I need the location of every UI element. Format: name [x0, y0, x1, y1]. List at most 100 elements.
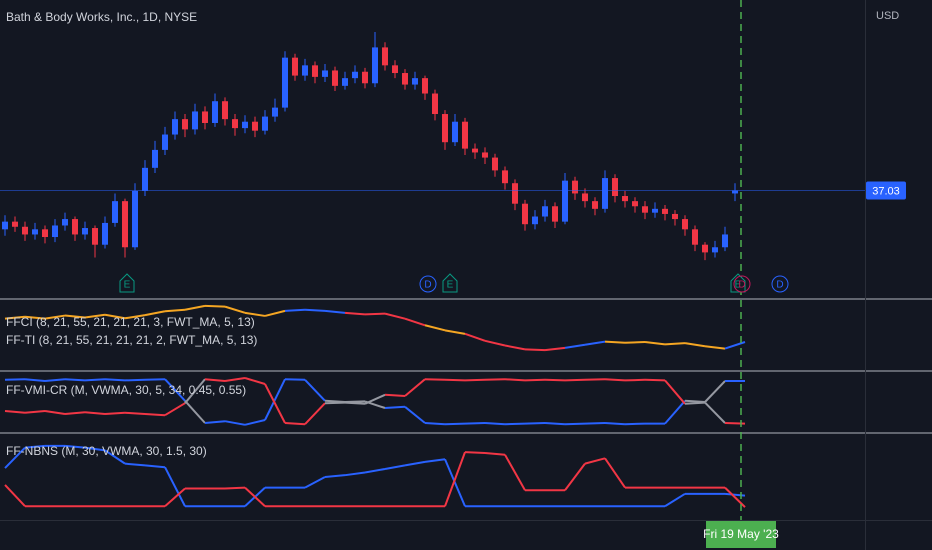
indicator-segment — [104, 449, 126, 465]
indicator-segment — [264, 383, 286, 424]
indicator-segment — [204, 304, 226, 308]
indicator-segment — [424, 422, 446, 426]
indicator-segment — [44, 378, 66, 382]
indicator-segment — [284, 422, 306, 426]
indicator-segment — [544, 422, 566, 426]
dividend-badge — [771, 275, 789, 293]
indicator-segment — [104, 313, 126, 320]
indicator-segment — [304, 308, 326, 312]
indicator-segment — [524, 422, 546, 425]
indicator-segment — [624, 378, 646, 382]
indicator-segment — [604, 457, 626, 489]
indicator-segment — [4, 484, 26, 507]
indicator-segment — [4, 315, 26, 320]
candle-body — [232, 119, 238, 129]
candle-body — [482, 152, 488, 158]
indicator-segment — [484, 339, 506, 347]
indicator-segment — [604, 340, 626, 344]
indicator-segment — [184, 378, 206, 404]
indicator-segment — [344, 471, 366, 477]
candle-body — [32, 229, 38, 235]
indicator-segment — [84, 313, 106, 319]
indicator-segment — [424, 458, 446, 463]
candle-body — [82, 228, 88, 235]
candle-body — [712, 247, 718, 253]
indicator-segment — [444, 378, 466, 382]
indicator-segment — [324, 401, 346, 405]
indicator-segment — [244, 486, 266, 507]
candle-body — [72, 219, 78, 235]
indicator-segment — [384, 393, 406, 397]
candle-body — [522, 203, 528, 225]
indicator-legend: FFCI (8, 21, 55, 21, 21, 21, 3, FWT_MA, … — [6, 315, 255, 329]
indicator-segment — [144, 413, 166, 417]
indicator-segment — [364, 312, 386, 316]
candle-body — [122, 201, 128, 248]
candle-body — [612, 178, 618, 197]
candle-body — [12, 221, 18, 227]
indicator-segment — [604, 378, 626, 382]
candle-body — [192, 111, 198, 130]
indicator-segment — [84, 446, 106, 452]
candle-body — [502, 170, 508, 184]
crosshair-date-box — [706, 521, 776, 548]
candle-body — [182, 119, 188, 130]
indicator-segment — [324, 309, 346, 314]
candle-body — [302, 65, 308, 76]
indicator-segment — [4, 446, 26, 469]
indicator-segment — [184, 400, 206, 424]
candle-body — [152, 149, 158, 168]
indicator-segment — [224, 377, 246, 382]
candle-body — [602, 178, 608, 209]
indicator-segment — [144, 464, 166, 469]
candle-body — [512, 183, 518, 204]
indicator-segment — [624, 422, 646, 426]
candle-body — [672, 213, 678, 220]
indicator-segment — [384, 464, 406, 470]
indicator-segment — [444, 329, 466, 335]
indicator-segment — [704, 380, 726, 403]
earnings-badge — [119, 273, 135, 293]
indicator-segment — [124, 411, 146, 415]
indicator-segment — [204, 420, 226, 424]
candle-body — [572, 180, 578, 194]
dividend-badge — [419, 275, 437, 293]
indicator-segment — [644, 378, 666, 382]
indicator-segment — [704, 401, 726, 424]
indicator-segment — [524, 348, 546, 352]
candle-body — [162, 134, 168, 150]
candle-body — [352, 71, 358, 79]
indicator-segment — [404, 317, 426, 327]
indicator-segment — [104, 411, 126, 415]
indicator-segment — [564, 463, 586, 491]
chart-title: Bath & Body Works, Inc., 1D, NYSE — [6, 10, 197, 24]
indicator-segment — [64, 378, 86, 382]
event-label: E — [124, 280, 131, 291]
candle-body — [542, 206, 548, 217]
candle-body — [692, 229, 698, 245]
indicator-segment — [164, 378, 186, 402]
indicator-segment — [684, 342, 706, 348]
candle-body — [732, 190, 738, 194]
candle-body — [592, 201, 598, 209]
indicator-legend: FF-VMI-CR (M, VWMA, 30, 5, 34, 0.45, 0.5… — [6, 383, 246, 397]
candle-body — [532, 216, 538, 225]
candle-body — [642, 206, 648, 213]
candle-body — [412, 78, 418, 85]
candle-body — [382, 47, 388, 66]
indicator-segment — [624, 341, 646, 344]
indicator-segment — [524, 378, 546, 382]
indicator-segment — [384, 312, 406, 320]
candle-body — [372, 47, 378, 84]
dividend-badge — [733, 275, 751, 293]
candle-body — [362, 71, 368, 84]
axis-unit: USD — [876, 10, 899, 22]
last-price-label: 37.03 — [872, 185, 900, 197]
indicator-segment — [144, 310, 166, 317]
indicator-segment — [584, 422, 606, 425]
candle-body — [42, 229, 48, 238]
indicator-segment — [24, 444, 46, 449]
candle-body — [582, 193, 588, 202]
candle-body — [662, 208, 668, 214]
